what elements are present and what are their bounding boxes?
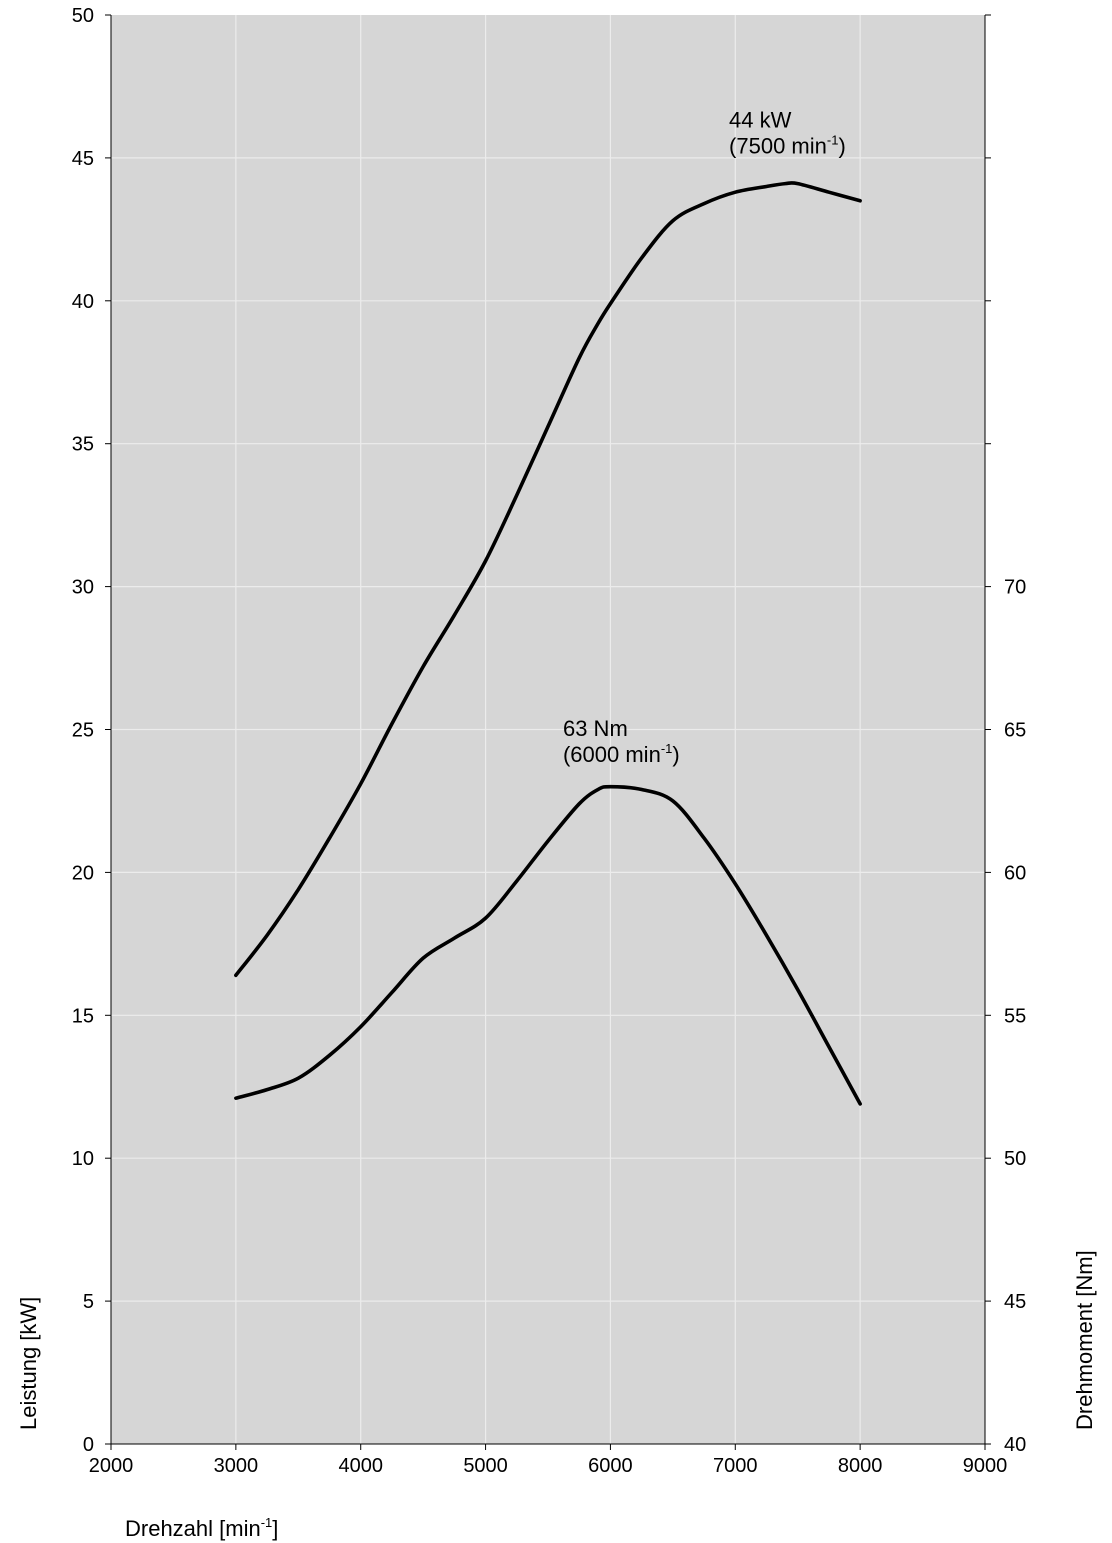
y-left-tick-label-30: 30 bbox=[72, 577, 94, 599]
y-right-tick-label-40: 40 bbox=[1004, 1434, 1026, 1456]
y-right-tick-label-65: 65 bbox=[1004, 720, 1026, 742]
x-tick-label-7000: 7000 bbox=[713, 1455, 758, 1477]
x-axis-title: Drehzahl [min-1] bbox=[125, 1515, 278, 1541]
y-right-tick-label-50: 50 bbox=[1004, 1148, 1026, 1170]
power-curve-line bbox=[234, 181, 862, 978]
x-tick-label-9000: 9000 bbox=[963, 1455, 1008, 1477]
x-tick-label-2000: 2000 bbox=[89, 1455, 134, 1477]
annotation-1-value: 63 Nm bbox=[563, 716, 628, 741]
x-tick-label-5000: 5000 bbox=[463, 1455, 508, 1477]
y-left-tick-label-20: 20 bbox=[72, 862, 94, 884]
y-axis-left-title: Leistung [kW] bbox=[16, 1297, 41, 1430]
x-tick-label-8000: 8000 bbox=[838, 1455, 883, 1477]
torque-curve-line bbox=[234, 784, 862, 1106]
y-left-tick-label-40: 40 bbox=[72, 291, 94, 313]
y-right-tick-label-60: 60 bbox=[1004, 862, 1026, 884]
y-right-tick-label-55: 55 bbox=[1004, 1005, 1026, 1027]
annotation-1-rpm: (6000 min-1) bbox=[563, 741, 680, 767]
x-tick-label-6000: 6000 bbox=[588, 1455, 633, 1477]
y-axis-right-title: Drehmoment [Nm] bbox=[1072, 1250, 1097, 1430]
y-left-tick-label-5: 5 bbox=[83, 1291, 94, 1313]
y-left-tick-label-15: 15 bbox=[72, 1005, 94, 1027]
annotation-0-value: 44 kW bbox=[729, 107, 792, 132]
y-left-tick-label-25: 25 bbox=[72, 720, 94, 742]
series-layer bbox=[234, 181, 862, 1106]
annotation-0-rpm: (7500 min-1) bbox=[729, 132, 846, 158]
y-left-tick-label-10: 10 bbox=[72, 1148, 94, 1170]
y-right-tick-label-70: 70 bbox=[1004, 577, 1026, 599]
tick-layer: 2000 3000 4000 5000 6000 7000 8000 9000 0 5 10 15 20… bbox=[72, 5, 1027, 1477]
y-left-tick-label-35: 35 bbox=[72, 434, 94, 456]
y-left-tick-label-0: 0 bbox=[83, 1434, 94, 1456]
y-right-tick-label-45: 45 bbox=[1004, 1291, 1026, 1313]
x-tick-label-3000: 3000 bbox=[214, 1455, 259, 1477]
y-left-tick-label-45: 45 bbox=[72, 148, 94, 170]
gridlines bbox=[111, 15, 985, 1444]
y-left-tick-label-50: 50 bbox=[72, 5, 94, 27]
annotations: 44 kW(7500 min-1) 63 Nm(6000 min-1) bbox=[563, 107, 846, 767]
x-tick-label-4000: 4000 bbox=[338, 1455, 383, 1477]
